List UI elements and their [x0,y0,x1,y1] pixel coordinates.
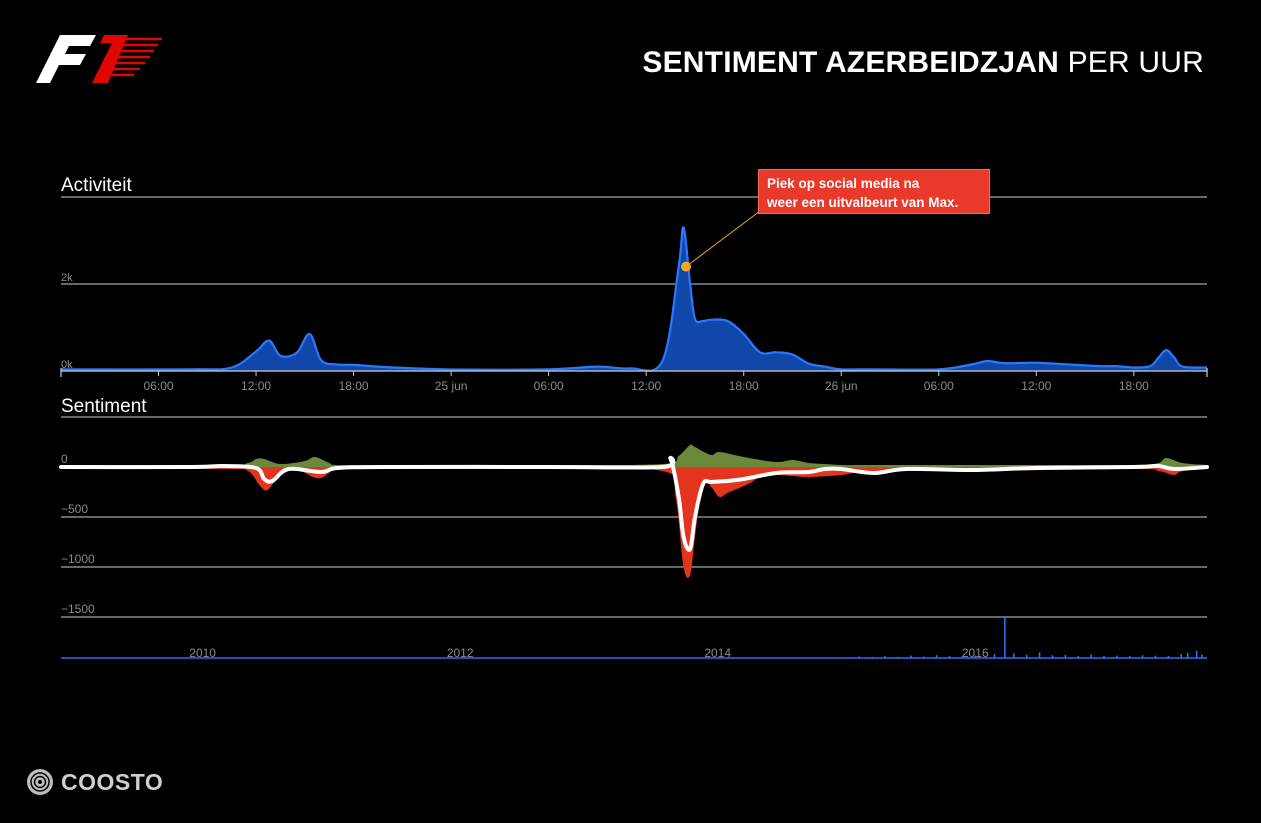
activity-x-tick-label: 26 jun [825,379,858,393]
sentiment-title: Sentiment [61,396,147,417]
net-sentiment-line [59,455,1209,552]
annotation-box: Piek op social media na weer een uitvalb… [758,169,990,214]
negative-sentiment-area [61,467,1207,579]
overview-year-label: 2010 [189,646,216,660]
activity-line [60,226,1208,372]
sentiment-y-tick-label: 0 [61,452,68,466]
activity-panel: Activiteit 2k 0k 06:00 12:00 18:00 25 jun 06:… [60,175,1208,393]
activity-x-tick-label: 06:00 [534,379,564,393]
activity-x-tick-label: 06:00 [924,379,954,393]
coosto-logo-icon [27,769,53,795]
activity-x-tick-label: 18:00 [339,379,369,393]
annotation-line-1: Piek op social media na [767,176,920,191]
activity-x-tick-label: 18:00 [1119,379,1149,393]
positive-sentiment-area [61,444,1207,467]
overview-year-label: 2014 [704,646,731,660]
activity-x-tick-label: 18:00 [729,379,759,393]
activity-x-tick-label: 12:00 [1021,379,1051,393]
title-light: PER UUR [1067,46,1204,79]
activity-x-tick-label: 25 jun [435,379,468,393]
activity-y-tick-label: 0k [61,359,73,371]
title-bold: SENTIMENT AZERBEIDZJAN [642,46,1060,79]
sentiment-y-tick-label: −1000 [61,552,95,566]
coosto-logo: COOSTO [26,768,163,796]
activity-x-tick-label: 06:00 [144,379,174,393]
page-title: SENTIMENT AZERBEIDZJAN PER UUR [642,46,1204,80]
sentiment-panel: Sentiment 0 −500 −1000 −1500 [59,396,1209,618]
activity-y-tick-label: 2k [61,272,73,284]
sentiment-y-tick-label: −1500 [61,602,95,616]
overview-year-label: 2012 [447,646,474,660]
annotation-marker [681,261,692,272]
activity-x-tick-label: 12:00 [241,379,271,393]
activity-area [61,227,1207,371]
f1-logo [34,33,164,90]
sentiment-y-tick-label: −500 [61,502,88,516]
annotation-leader-line [685,210,761,267]
overview-year-label: 2016 [962,646,989,660]
activity-title: Activiteit [61,175,132,196]
coosto-brand: COOSTO [61,768,164,795]
overview-timeline: 2010 2012 2014 2016 [61,618,1207,660]
annotation-line-2: weer een uitvalbeurt van Max. [767,195,959,210]
f1-logo-icon [36,35,162,83]
activity-x-tick-label: 12:00 [631,379,661,393]
